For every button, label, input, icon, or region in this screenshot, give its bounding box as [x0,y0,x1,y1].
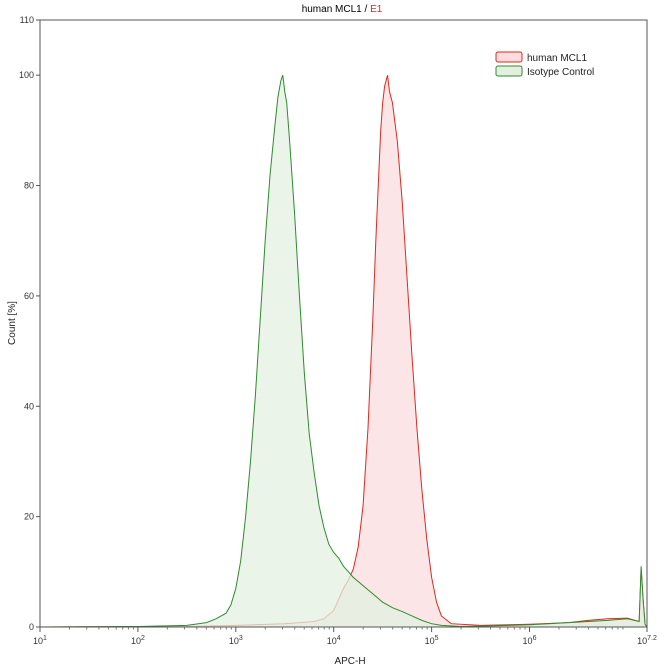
series-line-0 [39,75,648,628]
x-tick-label-6: 107.2 [637,635,657,646]
x-tick-label-4: 105 [425,635,439,646]
series-area-1 [40,75,647,628]
series-area-0 [40,75,647,628]
x-tick-label-3: 104 [327,635,341,646]
legend-swatch-0 [495,51,523,63]
x-tick-label-5: 106 [523,635,537,646]
y-axis-ticks: 0 20 40 60 80 100 110 [19,15,40,632]
x-axis-label: APC-H [334,656,365,667]
series-layer [39,75,648,628]
y-axis-label: Count [%] [7,301,18,345]
y-tick-label-6: 110 [20,15,34,25]
x-tick-label-1: 102 [131,635,145,646]
y-tick-label-1: 20 [24,512,34,522]
legend-label-1: Isotype Control [527,67,594,78]
y-tick-label-2: 40 [24,401,34,411]
y-tick-label-0: 0 [29,622,34,632]
legend-swatch-1 [495,65,523,77]
chart-title-separator: / [362,4,370,15]
y-tick-label-5: 100 [19,70,34,80]
y-tick-label-3: 60 [24,291,34,301]
legend: human MCL1 Isotype Control [495,51,594,78]
plot-frame [39,19,648,628]
x-tick-label-2: 103 [229,635,243,646]
series-line-1 [39,75,648,628]
x-axis-ticks: 101 102 103 104 105 106 107.2 [33,627,657,646]
x-tick-label-0: 101 [33,635,47,646]
chart-title-gate: E1 [370,4,383,15]
legend-label-0: human MCL1 [527,53,587,64]
chart-title-sample: human MCL1 [302,4,362,15]
y-tick-label-4: 80 [24,181,34,191]
chart-title: human MCL1 / E1 [302,4,383,15]
